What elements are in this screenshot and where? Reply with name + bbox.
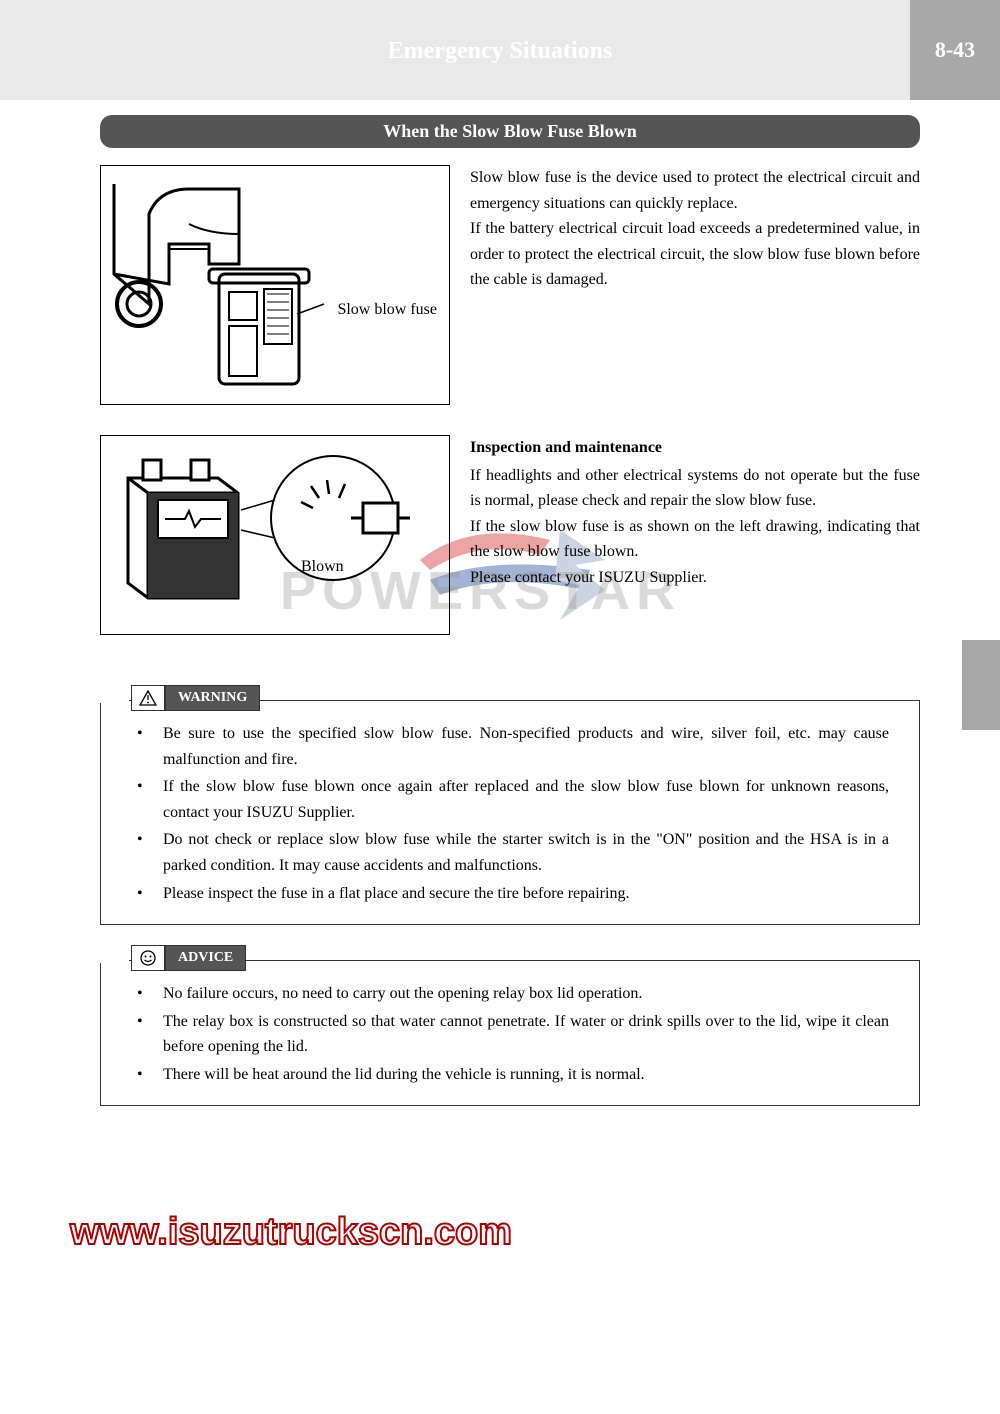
inspection-heading: Inspection and maintenance	[470, 435, 920, 461]
advice-label: ADVICE	[165, 945, 246, 971]
diagram2-label: Blown	[301, 558, 344, 576]
advice-item: There will be heat around the lid during…	[131, 1062, 889, 1088]
fuse-illustration	[113, 448, 443, 628]
inspection-p1: If headlights and other electrical syste…	[470, 463, 920, 514]
warning-tab: WARNING	[131, 685, 260, 711]
content-row-2: Blown Inspection and maintenance If head…	[100, 435, 920, 635]
para2: If the battery electrical circuit load e…	[470, 216, 920, 293]
warning-item: Please inspect the fuse in a flat place …	[131, 881, 889, 907]
content-row-1: Slow blow fuse Slow blow fuse is the dev…	[100, 165, 920, 405]
side-tab	[962, 640, 1000, 730]
diagram-blown-fuse: Blown	[100, 435, 450, 635]
warning-icon	[131, 685, 165, 711]
diagram-slow-blow-fuse-location: Slow blow fuse	[100, 165, 450, 405]
para1: Slow blow fuse is the device used to pro…	[470, 165, 920, 216]
diagram1-label: Slow blow fuse	[337, 301, 437, 319]
warning-box: WARNING Be sure to use the specified slo…	[100, 700, 920, 925]
section-heading: When the Slow Blow Fuse Blown	[100, 115, 920, 148]
inspection-text: Inspection and maintenance If headlights…	[470, 435, 920, 635]
truck-illustration	[109, 174, 389, 394]
warning-item: Do not check or replace slow blow fuse w…	[131, 827, 889, 878]
inspection-p2: If the slow blow fuse is as shown on the…	[470, 514, 920, 565]
inspection-p3: Please contact your ISUZU Supplier.	[470, 565, 920, 591]
advice-list: No failure occurs, no need to carry out …	[131, 981, 889, 1087]
warning-list: Be sure to use the specified slow blow f…	[131, 721, 889, 906]
page-number: 8-43	[910, 0, 1000, 100]
advice-tab: ADVICE	[131, 945, 246, 971]
warning-label: WARNING	[165, 685, 260, 711]
advice-box: ADVICE No failure occurs, no need to car…	[100, 960, 920, 1106]
watermark-url: www.isuzutruckscn.com	[70, 1211, 512, 1254]
warning-item: Be sure to use the specified slow blow f…	[131, 721, 889, 772]
page-title: Emergency Situations	[0, 38, 1000, 65]
intro-text: Slow blow fuse is the device used to pro…	[470, 165, 920, 405]
warning-item: If the slow blow fuse blown once again a…	[131, 774, 889, 825]
advice-item: The relay box is constructed so that wat…	[131, 1009, 889, 1060]
advice-item: No failure occurs, no need to carry out …	[131, 981, 889, 1007]
advice-icon	[131, 945, 165, 971]
